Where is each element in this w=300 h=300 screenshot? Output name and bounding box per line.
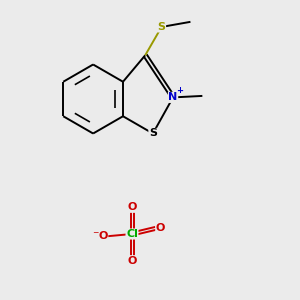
Text: O: O [127,256,137,266]
Text: O: O [156,224,165,233]
Text: +: + [176,86,183,95]
Text: O: O [98,231,108,241]
Text: S: S [158,22,166,32]
Text: S: S [149,128,157,139]
Text: −: − [92,228,98,237]
Text: Cl: Cl [126,229,138,239]
Text: O: O [127,202,137,212]
Text: N: N [168,92,178,102]
